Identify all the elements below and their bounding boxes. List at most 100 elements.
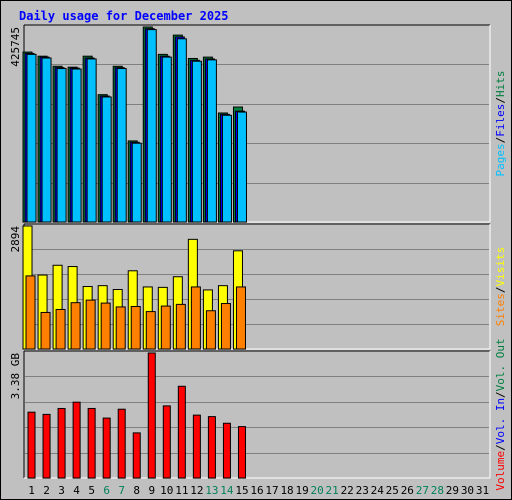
x-tick-label: 22 <box>341 484 354 497</box>
x-tick-label: 21 <box>326 484 339 497</box>
x-tick-label: 19 <box>295 484 308 497</box>
bar-pages <box>116 68 127 223</box>
bar-pages <box>41 57 52 223</box>
bar-pages <box>101 96 112 223</box>
bar-pages <box>221 114 232 223</box>
legend-separator: / <box>494 137 507 144</box>
x-tick-label: 28 <box>431 484 444 497</box>
x-tick-label: 25 <box>386 484 399 497</box>
x-tick-label: 13 <box>205 484 218 497</box>
x-tick-label: 20 <box>311 484 324 497</box>
bar-pages <box>191 60 202 223</box>
bar-sites <box>145 311 156 350</box>
bar-pages <box>56 68 67 223</box>
bar-pages <box>146 29 157 223</box>
bar-sites <box>220 303 231 350</box>
right-legend: Volume/Vol. In/Vol. Out <box>494 338 507 490</box>
x-tick-label: 4 <box>73 484 80 497</box>
legend-separator: / <box>494 444 507 451</box>
legend-entry: Hits <box>494 71 507 98</box>
right-legend: Pages/Files/Hits <box>494 71 507 177</box>
bar-sites <box>130 305 141 350</box>
y-max-label: 2894 <box>9 226 22 253</box>
x-tick-label: 29 <box>446 484 459 497</box>
x-tick-label: 11 <box>175 484 188 497</box>
legend-separator: / <box>494 391 507 398</box>
bar-volume <box>87 407 96 479</box>
bar-sites <box>40 311 51 350</box>
bar-volume <box>222 422 231 479</box>
x-tick-label: 1 <box>28 484 35 497</box>
bar-volume <box>102 417 111 479</box>
bar-sites <box>205 310 216 350</box>
bar-volume <box>237 426 246 479</box>
x-tick-label: 9 <box>148 484 155 497</box>
x-tick-label: 12 <box>190 484 203 497</box>
right-legend: Sites/Visits <box>494 247 507 327</box>
bar-pages <box>26 53 37 223</box>
bar-sites <box>55 308 66 350</box>
bar-sites <box>190 286 201 350</box>
bar-volume <box>72 401 81 479</box>
bar-volume <box>42 413 51 479</box>
legend-entry: Files <box>494 104 507 137</box>
bar-pages <box>236 111 247 223</box>
y-max-label: 425745 <box>9 27 22 67</box>
x-tick-label: 14 <box>220 484 234 497</box>
x-tick-label: 6 <box>103 484 110 497</box>
x-tick-label: 2 <box>43 484 50 497</box>
bar-sites <box>70 302 81 350</box>
bar-volume <box>207 416 216 479</box>
x-tick-label: 5 <box>88 484 95 497</box>
bar-sites <box>25 275 36 350</box>
legend-entry: Volume <box>494 451 507 491</box>
x-tick-label: 16 <box>250 484 263 497</box>
bar-pages <box>176 38 187 223</box>
x-tick-label: 3 <box>58 484 65 497</box>
x-tick-label: 23 <box>356 484 369 497</box>
x-tick-label: 26 <box>401 484 414 497</box>
bar-pages <box>71 68 82 223</box>
legend-entry: Pages <box>494 143 507 176</box>
bar-sites <box>115 306 126 350</box>
legend-entry: Vol. Out <box>494 338 507 391</box>
x-tick-label: 24 <box>371 484 385 497</box>
chart-title: Daily usage for December 2025 <box>19 9 229 23</box>
bar-sites <box>100 302 111 350</box>
bar-sites <box>160 305 171 350</box>
legend-entry: Sites <box>494 293 507 326</box>
x-tick-label: 31 <box>476 484 489 497</box>
bar-pages <box>86 58 97 223</box>
bar-volume <box>162 405 171 479</box>
panel-middle: 2894 Sites/Visits <box>9 223 507 350</box>
bar-pages <box>131 142 142 223</box>
bar-volume <box>117 408 126 479</box>
bar-sites <box>235 286 246 350</box>
legend-entry: Vol. In <box>494 398 507 444</box>
x-tick-label: 17 <box>265 484 278 497</box>
bar-volume <box>192 414 201 479</box>
legend-separator: / <box>494 287 507 294</box>
x-tick-label: 8 <box>133 484 140 497</box>
x-tick-label: 10 <box>160 484 173 497</box>
x-tick-label: 27 <box>416 484 429 497</box>
legend-entry: Visits <box>494 247 507 287</box>
bar-volume <box>132 432 141 479</box>
bar-volume <box>147 352 156 479</box>
legend-separator: / <box>494 97 507 104</box>
plot-area <box>24 351 490 478</box>
x-tick-label: 30 <box>461 484 474 497</box>
x-tick-label: 15 <box>235 484 248 497</box>
y-max-label: 3.38 GB <box>9 353 22 400</box>
bar-pages <box>161 56 172 223</box>
bar-pages <box>206 59 217 223</box>
x-tick-label: 7 <box>118 484 125 497</box>
bar-volume <box>57 407 66 479</box>
bar-volume <box>27 411 36 479</box>
bar-sites <box>175 303 186 350</box>
bar-volume <box>177 385 186 479</box>
bar-sites <box>85 299 96 350</box>
